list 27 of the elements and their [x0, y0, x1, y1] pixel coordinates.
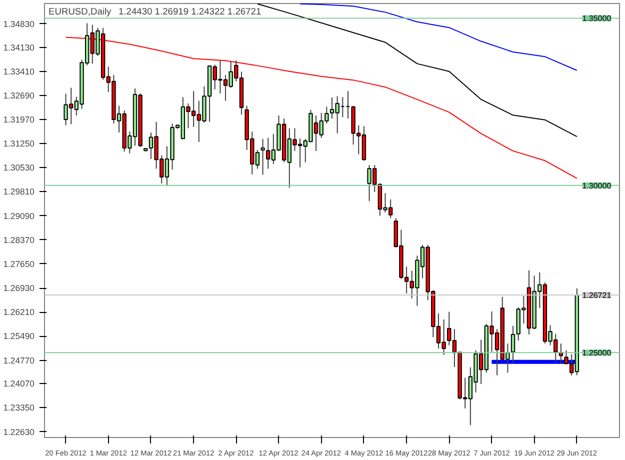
chart-subtitle: 1.24430 1.26919 1.24322 1.26721 — [118, 6, 262, 16]
y-tick-label: 1.27650 — [3, 258, 35, 269]
ref-line-label: 1.26721 — [582, 291, 612, 300]
line-series — [300, 4, 578, 71]
y-tick-label: 1.30530 — [3, 162, 35, 173]
ref-line-label: 1.30000 — [582, 181, 612, 190]
y-tick-label: 1.33410 — [3, 66, 35, 76]
y-tick-label: 1.31970 — [3, 114, 35, 125]
candlestick — [260, 138, 265, 176]
y-tick-label: 1.26210 — [3, 307, 35, 318]
chart-title: EURUSD,Daily — [48, 6, 112, 16]
y-tick-label: 1.31250 — [3, 138, 35, 149]
ref-line-label: 1.35000 — [582, 14, 612, 24]
ref-line-label: 1.25000 — [582, 348, 612, 358]
line-series — [65, 36, 578, 179]
y-tick-label: 1.25490 — [3, 331, 35, 342]
y-tick-label: 1.34830 — [3, 18, 35, 29]
y-tick-label: 1.29090 — [3, 210, 35, 221]
y-tick-label: 1.22630 — [3, 426, 35, 437]
y-tick-label: 1.28370 — [3, 234, 35, 245]
y-tick-label: 1.34130 — [3, 42, 35, 52]
y-tick-label: 1.26930 — [3, 283, 35, 294]
y-tick-label: 1.24770 — [3, 355, 35, 366]
y-tick-label: 1.24070 — [3, 378, 35, 389]
y-tick-label: 1.23350 — [3, 402, 35, 413]
y-tick-label: 1.32690 — [3, 90, 35, 100]
y-tick-label: 1.29810 — [3, 186, 35, 197]
